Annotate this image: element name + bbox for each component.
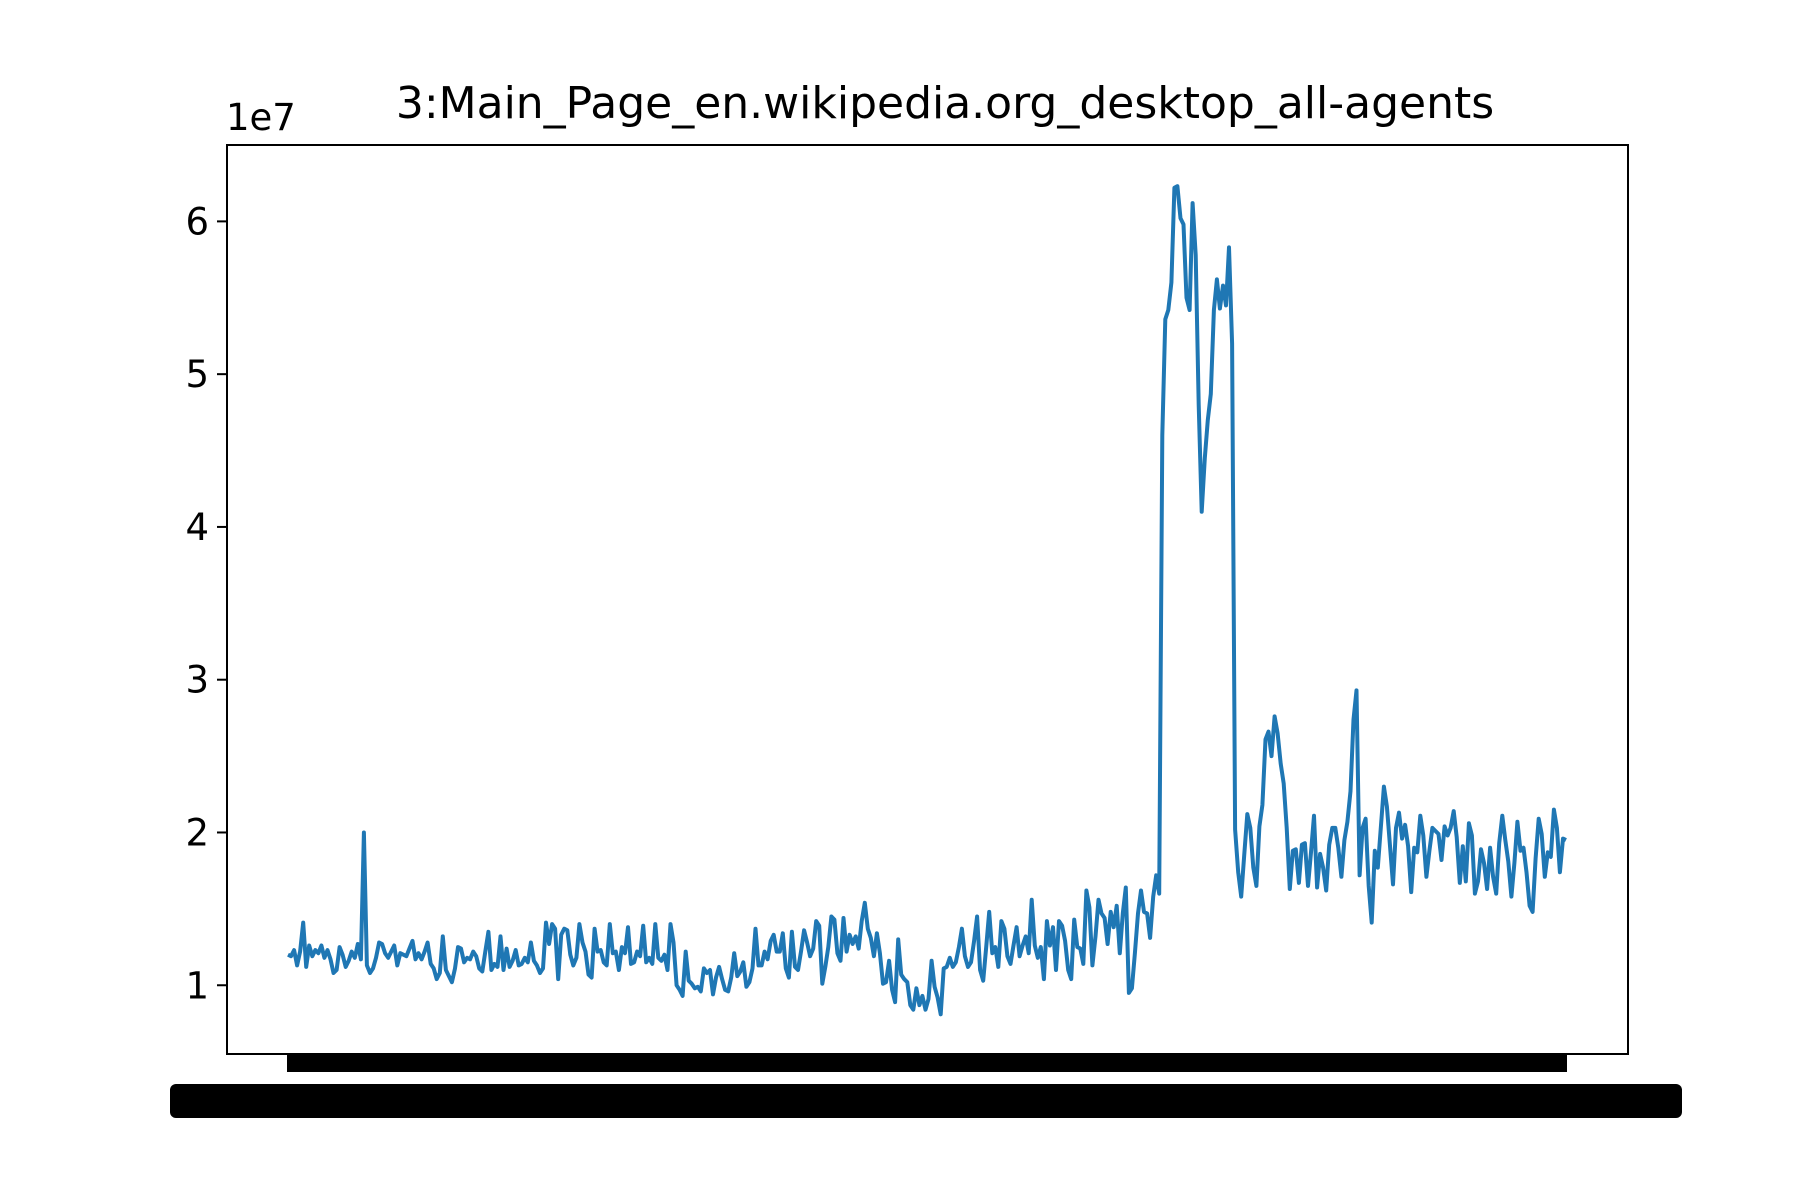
y-tick-label: 1	[185, 964, 209, 1007]
y-tick-label: 5	[185, 353, 209, 396]
y-tick-label: 2	[185, 811, 209, 854]
x-axis	[170, 1054, 1682, 1118]
x-tick-labels-overplotted	[170, 1084, 1682, 1118]
x-tick-marks	[287, 1054, 1567, 1072]
y-tick-label: 3	[185, 659, 209, 702]
y-offset-label: 1e7	[226, 96, 296, 139]
y-axis: 1 2 3 4 5 6	[185, 200, 227, 1007]
series-line	[287, 184, 1567, 1017]
plot-frame	[226, 144, 1629, 1055]
y-tick-label: 4	[185, 506, 209, 549]
y-tick-label: 6	[185, 200, 209, 243]
chart-title: 3:Main_Page_en.wikipedia.org_desktop_all…	[396, 78, 1494, 129]
